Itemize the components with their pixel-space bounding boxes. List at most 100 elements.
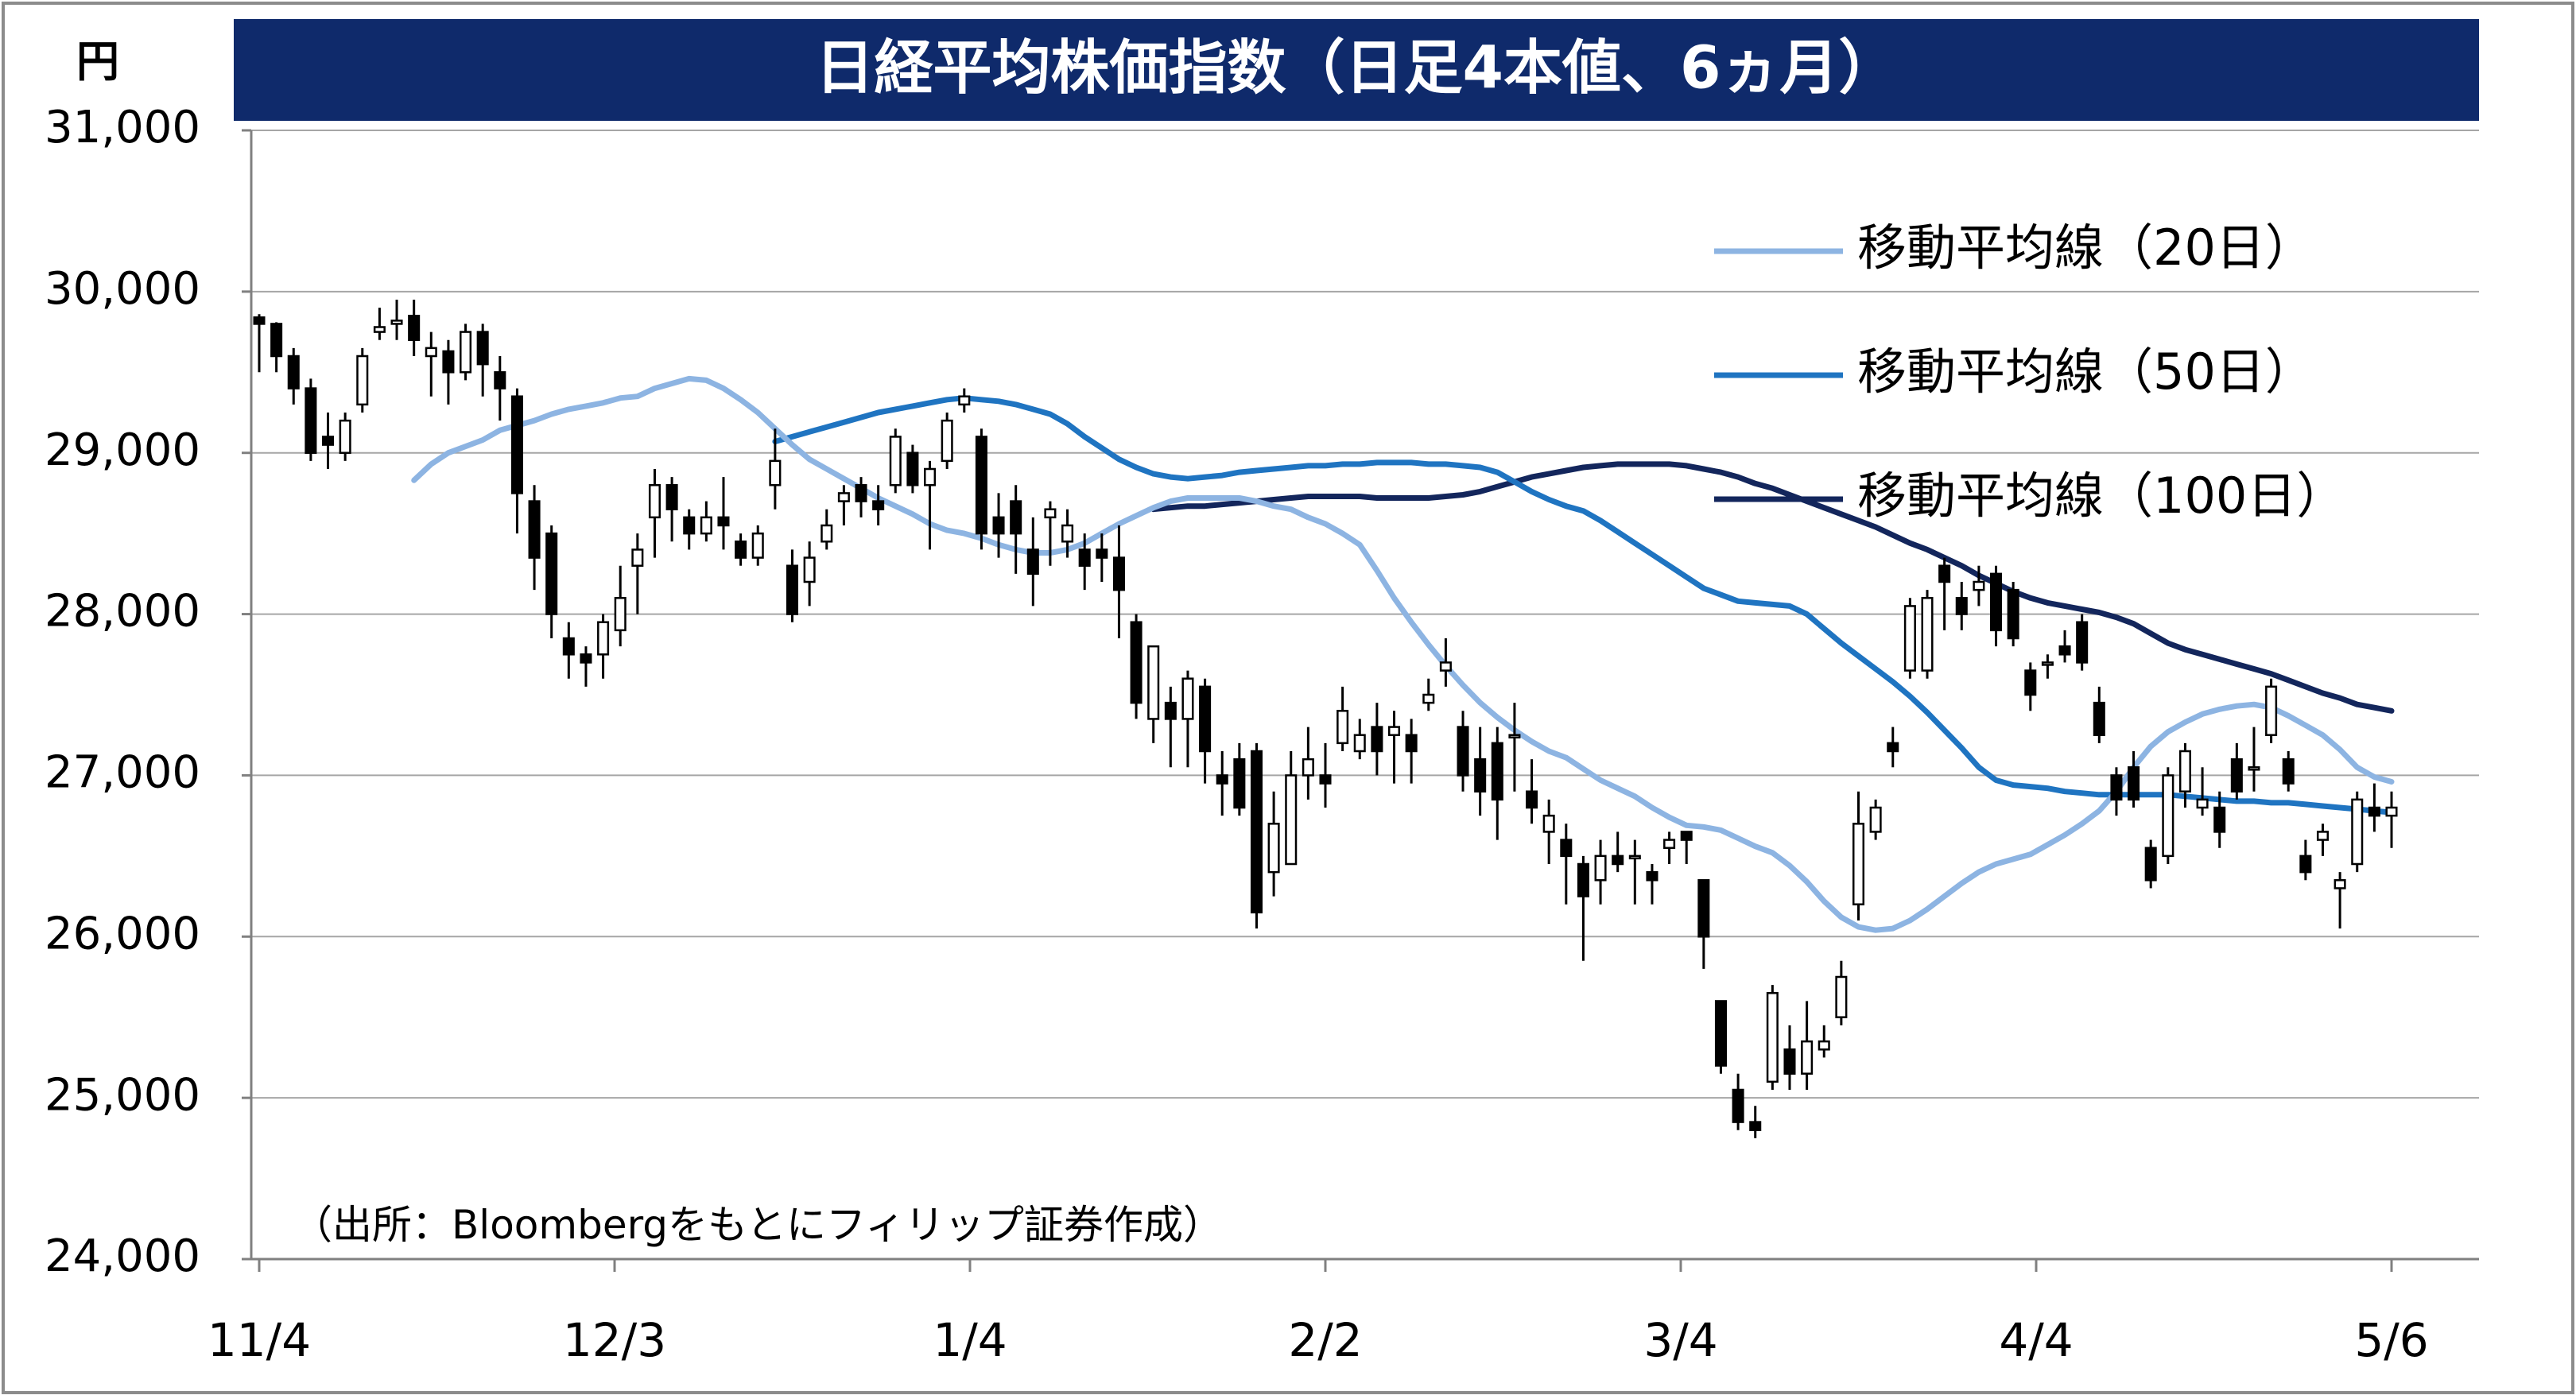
candle — [1542, 799, 1555, 864]
candle-body-down — [321, 436, 335, 446]
y-tick-label: 25,000 — [45, 1069, 200, 1121]
candle-body-down — [2093, 701, 2105, 736]
y-axis-tick-labels: 24,000 25,000 26,000 27,000 28,000 29,000 30,0… — [45, 102, 200, 1282]
candle — [975, 428, 987, 550]
candle — [786, 549, 799, 622]
candle — [1181, 670, 1194, 768]
candle-body-down — [287, 355, 300, 389]
y-tick-label: 29,000 — [45, 424, 200, 476]
candle-body-down — [1938, 564, 1951, 583]
candle-body-up — [373, 326, 386, 333]
x-tick-label: 5/6 — [2354, 1313, 2428, 1367]
candle — [2316, 824, 2330, 856]
candle-body-down — [2144, 847, 2157, 882]
candle-body-down — [2213, 806, 2226, 833]
candle-body-up — [1422, 693, 1435, 704]
candle — [287, 347, 300, 405]
x-tick-label: 1/4 — [933, 1313, 1007, 1367]
candle — [2041, 654, 2054, 679]
candle — [2196, 767, 2209, 816]
candle — [1887, 727, 1899, 768]
candle-body-up — [460, 331, 472, 374]
candle — [717, 477, 730, 550]
legend-label: 移動平均線（100日） — [1857, 467, 2345, 525]
candle — [2110, 767, 2123, 816]
candle-body-down — [855, 484, 867, 502]
candle — [1526, 759, 1538, 824]
chart-title: 日経平均株価指数（日足4本値、6ヵ月） — [816, 34, 1898, 103]
candle-body-up — [2351, 798, 2364, 866]
candle — [872, 485, 885, 525]
candle — [2368, 783, 2380, 832]
y-tick-label: 30,000 — [45, 263, 200, 315]
y-tick-label: 24,000 — [45, 1230, 200, 1282]
candle — [924, 460, 937, 550]
candle-body-down — [1199, 685, 1212, 753]
candle-body-down — [1216, 774, 1228, 785]
candle — [1216, 751, 1228, 816]
candle — [1818, 1025, 1830, 1058]
candle-body-down — [1026, 548, 1039, 575]
candle — [305, 378, 317, 461]
candle-body-up — [1973, 580, 1985, 591]
candle — [1474, 727, 1487, 816]
candle — [1078, 533, 1091, 591]
candle-body-up — [339, 419, 351, 454]
candle-body-up — [1542, 814, 1555, 833]
axes — [242, 129, 2479, 1272]
candle-body-up — [751, 532, 764, 559]
candle — [2351, 791, 2364, 873]
candle — [1457, 711, 1469, 792]
candle — [1405, 719, 1418, 784]
source-note: （出所：Bloombergをもとにフィリップ証券作成） — [293, 1202, 1223, 1248]
candle-body-down — [906, 451, 919, 486]
candle — [2248, 727, 2260, 792]
candle — [1044, 501, 1057, 566]
candle — [1147, 645, 1160, 743]
candle — [665, 477, 678, 542]
candle-body-up — [2316, 831, 2330, 841]
candle — [1646, 864, 1658, 905]
candle-body-up — [1387, 726, 1401, 736]
candle-body-down — [1783, 1048, 1796, 1075]
candle-body-down — [270, 323, 283, 358]
candle — [906, 444, 919, 494]
candle — [510, 388, 523, 534]
candle — [2162, 767, 2174, 864]
candle-body-up — [631, 548, 644, 567]
candle — [2230, 742, 2243, 800]
candle-body-down — [1749, 1121, 1762, 1131]
candle-body-up — [1061, 524, 1074, 543]
candle-body-up — [390, 320, 403, 325]
candle — [1560, 824, 1573, 905]
candle — [1285, 751, 1298, 866]
candle-body-down — [305, 387, 317, 454]
legend: 移動平均線（20日） 移動平均線（50日） 移動平均線（100日） — [1714, 219, 2345, 525]
candle-body-down — [253, 316, 266, 325]
y-tick-label: 26,000 — [45, 908, 200, 959]
candle — [1801, 1001, 1814, 1090]
x-tick-label: 11/4 — [208, 1313, 311, 1367]
candle-body-down — [1732, 1088, 1744, 1123]
candle-body-up — [1921, 597, 1934, 672]
candle-body-up — [1353, 734, 1366, 753]
candle-body-up — [1508, 734, 1521, 738]
candle-body-up — [1181, 677, 1194, 720]
candle-body-down — [562, 637, 575, 656]
candle — [683, 509, 696, 550]
candle — [373, 308, 386, 340]
candle-body-up — [648, 484, 661, 519]
candle — [2282, 751, 2295, 792]
candle-body-down — [1680, 831, 1693, 841]
candle — [1990, 565, 2003, 647]
candle-body-down — [1955, 597, 1968, 615]
legend-label: 移動平均線（50日） — [1857, 343, 2314, 401]
candle-body-up — [769, 459, 782, 486]
candle-body-up — [1869, 806, 1882, 833]
candle-body-up — [1801, 1040, 1814, 1075]
candle — [442, 339, 455, 405]
candle — [1938, 557, 1951, 630]
candle — [1628, 839, 1641, 905]
